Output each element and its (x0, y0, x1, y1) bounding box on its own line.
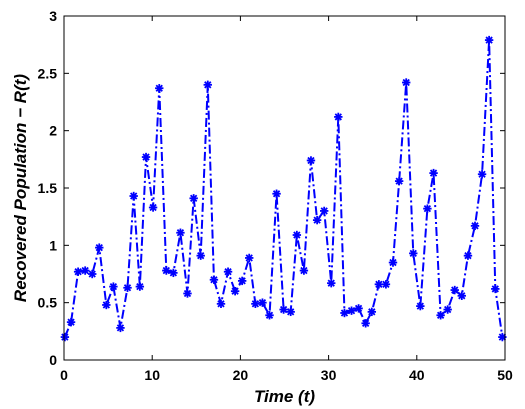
data-point-marker (327, 278, 336, 288)
data-point-marker (203, 80, 212, 89)
y-tick-label: 1 (49, 237, 57, 253)
data-point-marker (347, 306, 356, 315)
data-point-marker (135, 282, 145, 291)
data-point-marker (394, 176, 404, 186)
data-point-marker (129, 191, 138, 201)
y-tick-labels: 0 0.5 1 1.5 2 2.5 3 (38, 8, 58, 368)
data-point-marker (423, 204, 432, 213)
data-point-marker (237, 276, 247, 286)
y-tick-label: 0.5 (38, 295, 58, 311)
x-tick-label: 30 (321, 367, 337, 383)
data-point-marker (340, 308, 349, 318)
data-point-marker (265, 311, 274, 320)
data-point-marker (95, 243, 104, 252)
data-point-marker (148, 203, 158, 212)
data-point-marker (491, 284, 500, 294)
data-point-marker (116, 323, 125, 333)
data-point-marker (361, 319, 370, 328)
data-point-marker (443, 305, 452, 314)
data-point-marker (312, 215, 322, 225)
data-point-marker (429, 168, 438, 178)
data-point-marker (60, 332, 70, 342)
data-point-marker (245, 253, 254, 263)
x-tick-label: 10 (144, 367, 160, 383)
data-point-marker (216, 299, 226, 309)
y-tick-label: 2 (49, 123, 57, 139)
data-point-marker (306, 156, 316, 165)
data-point-marker (436, 311, 445, 320)
y-tick-label: 1.5 (38, 180, 58, 196)
ticks-layer (63, 15, 506, 361)
y-tick-label: 3 (49, 8, 57, 24)
x-axis-title: Time (t) (254, 387, 315, 406)
data-point-marker (230, 287, 240, 296)
series-layer (60, 35, 507, 342)
data-point-marker (223, 267, 233, 276)
data-point-marker (176, 228, 185, 237)
data-point-marker (88, 269, 97, 279)
y-tick-label: 0 (49, 352, 57, 368)
x-tick-labels: 0 10 20 30 40 50 (60, 367, 513, 383)
data-point-marker (73, 267, 83, 276)
data-point-marker (463, 251, 473, 260)
data-point-marker (334, 112, 343, 122)
data-point-marker (155, 84, 164, 93)
data-point-marker (299, 266, 309, 275)
data-point-marker (196, 251, 205, 260)
data-point-marker (209, 275, 219, 284)
x-tick-label: 0 (60, 367, 68, 383)
data-point-marker (457, 291, 466, 300)
data-point-marker (409, 249, 418, 258)
data-point-marker (450, 285, 459, 295)
plot-area (64, 16, 505, 360)
data-point-marker (102, 300, 111, 310)
data-point-marker (162, 266, 171, 275)
data-point-marker (367, 307, 377, 317)
data-point-marker (374, 280, 384, 289)
x-tick-label: 40 (409, 367, 425, 383)
y-axis-title: Recovered Population − R(t) (11, 74, 30, 302)
data-point-marker (183, 289, 192, 298)
data-point-marker (292, 230, 302, 240)
data-point-marker (477, 170, 487, 179)
data-point-marker (354, 304, 363, 313)
data-point-marker (80, 266, 90, 275)
data-point-marker (123, 283, 132, 292)
data-point-marker (272, 189, 281, 198)
data-point-marker (189, 194, 198, 203)
data-point-marker (66, 317, 76, 327)
x-tick-label: 20 (233, 367, 249, 383)
x-tick-label: 50 (497, 367, 513, 383)
data-point-marker (402, 78, 411, 87)
data-point-marker (169, 268, 178, 278)
data-point-marker (258, 298, 267, 307)
data-point-marker (319, 206, 329, 216)
data-point-marker (251, 299, 260, 309)
data-point-marker (109, 282, 118, 291)
data-point-marker (279, 305, 288, 314)
data-point-marker (381, 280, 391, 289)
data-point-marker (484, 35, 494, 45)
y-tick-label: 2.5 (38, 65, 58, 81)
data-point-marker (388, 258, 398, 267)
data-point-marker (416, 301, 425, 311)
data-point-marker (141, 152, 151, 162)
data-point-marker (286, 307, 295, 317)
data-point-marker (470, 221, 480, 231)
